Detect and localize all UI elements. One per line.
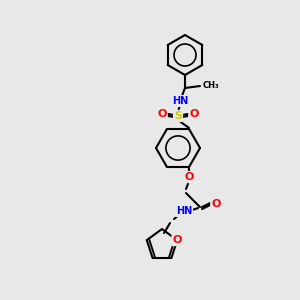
Text: S: S	[174, 111, 182, 121]
Text: CH₃: CH₃	[203, 80, 220, 89]
Text: O: O	[184, 172, 194, 182]
Text: O: O	[211, 199, 221, 209]
Text: O: O	[172, 235, 182, 245]
Text: HN: HN	[172, 96, 188, 106]
Text: HN: HN	[176, 206, 192, 216]
Text: O: O	[157, 109, 167, 119]
Text: O: O	[189, 109, 199, 119]
